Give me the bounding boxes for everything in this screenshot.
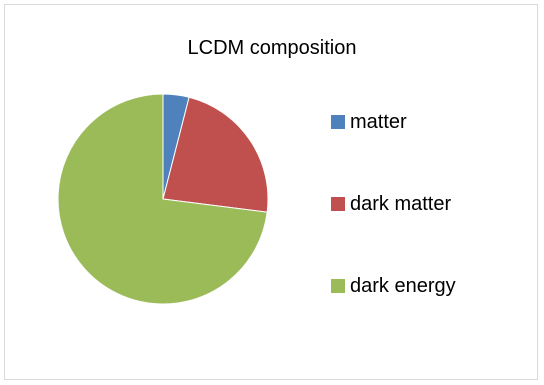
pie-chart [5, 5, 539, 381]
legend-swatch [331, 115, 345, 129]
chart-frame: LCDM composition matter dark matter dark e… [4, 4, 538, 380]
legend-label: matter [350, 111, 407, 134]
legend-label: dark energy [350, 275, 456, 298]
legend-swatch [331, 279, 345, 293]
legend-swatch [331, 197, 345, 211]
legend-item-dark-energy: dark energy [331, 273, 456, 299]
legend-item-matter: matter [331, 109, 407, 135]
legend-label: dark matter [350, 193, 451, 216]
legend-item-dark-matter: dark matter [331, 191, 451, 217]
